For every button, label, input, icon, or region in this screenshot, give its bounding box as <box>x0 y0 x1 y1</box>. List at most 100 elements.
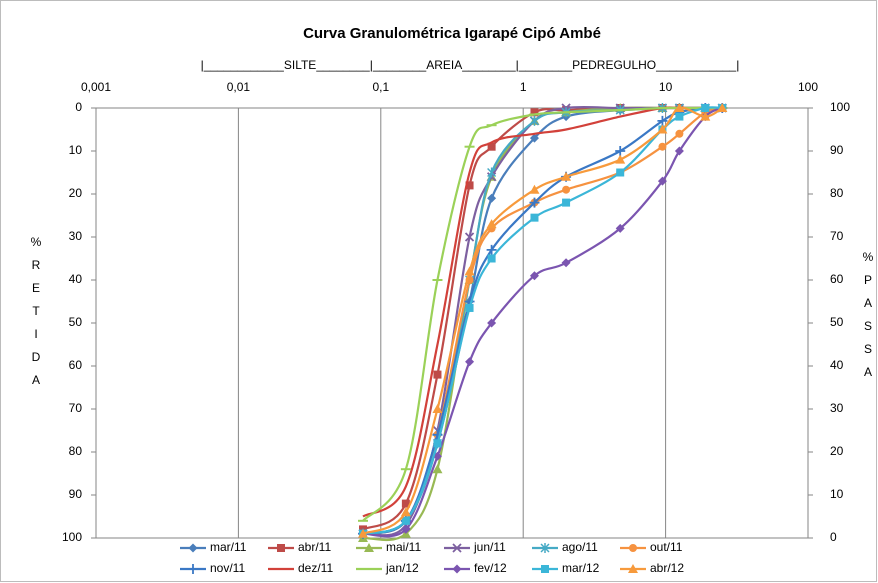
y-tick-label: 100 <box>62 530 82 544</box>
x-tick-label: 0,001 <box>81 80 111 94</box>
y2-tick-label: 30 <box>830 401 844 415</box>
marker <box>615 223 625 233</box>
y-tick-label: 60 <box>69 358 83 372</box>
marker <box>487 142 496 151</box>
marker <box>675 112 684 121</box>
x-tick-label: 1 <box>520 80 527 94</box>
y-tick-label: 30 <box>69 229 83 243</box>
marker <box>433 439 442 448</box>
marker <box>487 318 497 328</box>
marker <box>364 543 374 552</box>
marker <box>452 543 462 553</box>
legend-item: nov/11 <box>180 561 245 575</box>
marker <box>432 464 443 474</box>
y2-tick-label: 60 <box>830 272 844 286</box>
marker <box>616 168 625 177</box>
legend-label: nov/11 <box>210 561 245 575</box>
marker <box>629 544 637 552</box>
marker <box>700 111 711 121</box>
marker <box>465 181 474 190</box>
chart-subtitle: |____________SILTE________|________AREIA… <box>201 58 740 72</box>
marker <box>277 544 285 552</box>
legend-item: mai/11 <box>356 540 421 554</box>
y-tick-label: 90 <box>69 487 83 501</box>
y-tick-label: 20 <box>69 186 83 200</box>
marker <box>562 185 571 194</box>
legend-item: ago/11 <box>532 540 598 554</box>
y2-tick-label: 0 <box>830 530 837 544</box>
marker <box>657 124 668 134</box>
marker <box>674 103 685 112</box>
legend-item: jun/11 <box>444 540 506 554</box>
marker <box>562 198 571 207</box>
marker <box>358 528 369 538</box>
marker <box>701 104 710 112</box>
marker <box>487 167 497 178</box>
marker <box>529 197 540 208</box>
marker <box>541 565 549 573</box>
marker <box>452 564 462 574</box>
marker <box>486 219 497 229</box>
legend-label: out/11 <box>650 540 683 554</box>
y-tick-label: 70 <box>69 401 83 415</box>
marker <box>628 564 638 573</box>
marker <box>657 176 667 186</box>
legend-label: abr/11 <box>298 540 331 554</box>
y-tick-label: 80 <box>69 444 83 458</box>
y2-tick-label: 20 <box>830 444 844 458</box>
marker <box>487 193 497 203</box>
legend-label: fev/12 <box>474 561 507 575</box>
marker <box>529 271 539 281</box>
legend-label: mai/11 <box>386 540 421 554</box>
legend-label: jan/12 <box>385 561 419 575</box>
legend-item: out/11 <box>620 540 683 554</box>
marker <box>540 543 550 553</box>
marker <box>432 404 443 413</box>
marker <box>400 507 411 517</box>
y-tick-label: 40 <box>69 272 83 286</box>
marker <box>658 142 667 151</box>
marker <box>401 524 411 534</box>
x-tick-label: 10 <box>659 80 673 94</box>
legend-item: dez/11 <box>268 561 333 575</box>
marker <box>615 154 626 164</box>
marker <box>401 499 410 508</box>
legend-item: fev/12 <box>444 561 507 575</box>
legend-item: abr/12 <box>620 561 684 575</box>
marker <box>561 171 572 181</box>
plot-area <box>95 107 809 539</box>
marker <box>529 184 540 194</box>
y-axis-label: %RETIDA <box>29 235 43 396</box>
legend-item: mar/11 <box>180 540 247 554</box>
marker <box>465 303 474 312</box>
marker <box>615 146 626 156</box>
y2-tick-label: 40 <box>830 358 844 372</box>
marker <box>529 115 540 126</box>
legend-item: abr/11 <box>268 540 331 554</box>
y2-tick-label: 90 <box>830 143 844 157</box>
marker <box>530 108 539 117</box>
marker <box>487 254 496 263</box>
marker <box>188 543 198 553</box>
marker <box>529 133 539 143</box>
legend-label: mar/12 <box>562 561 600 575</box>
marker <box>401 516 410 525</box>
marker <box>675 129 684 138</box>
x-tick-label: 0,01 <box>227 80 251 94</box>
legend-item: mar/12 <box>532 561 600 575</box>
marker <box>674 146 684 156</box>
chart-title: Curva Granulométrica Igarapé Cipó Ambé <box>303 25 601 42</box>
marker <box>530 213 539 222</box>
y2-axis-label: %PASSA <box>861 250 875 388</box>
marker <box>464 232 475 242</box>
legend-label: mar/11 <box>210 540 247 554</box>
y2-tick-label: 100 <box>830 100 850 114</box>
x-tick-label: 100 <box>798 80 818 94</box>
marker <box>188 564 198 574</box>
marker <box>464 266 475 276</box>
marker <box>465 357 475 367</box>
legend-label: dez/11 <box>298 561 333 575</box>
marker <box>433 370 442 379</box>
legend-item: jan/12 <box>356 561 419 575</box>
